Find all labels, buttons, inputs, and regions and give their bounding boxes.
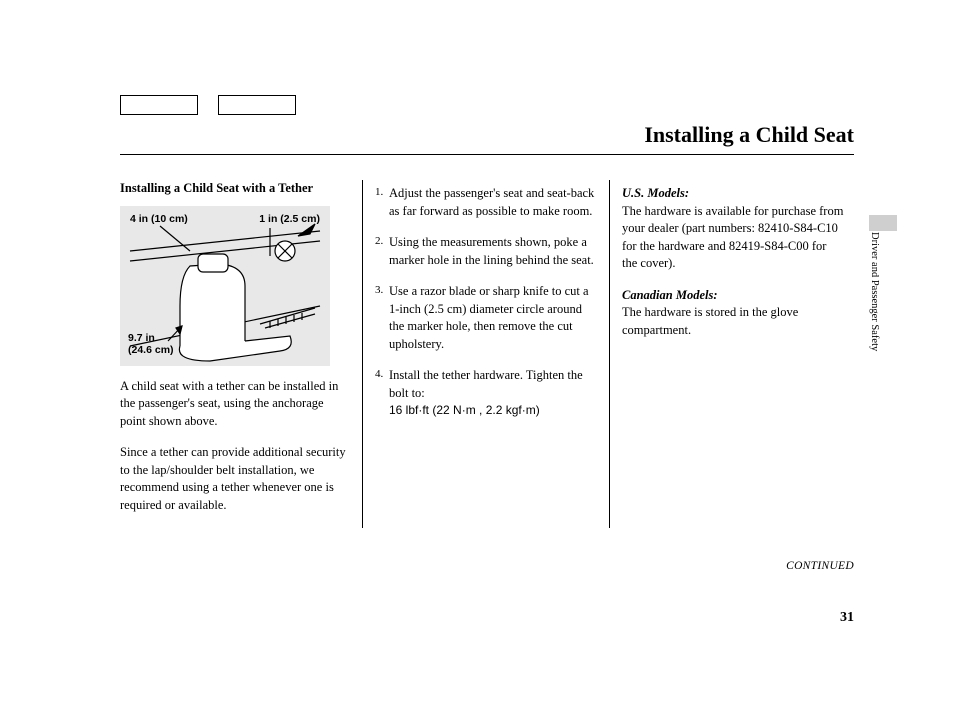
step-2-text: Using the measurements shown, poke a mar…: [389, 235, 594, 267]
step-1-text: Adjust the passenger's seat and seat-bac…: [389, 186, 594, 218]
step-num-4: 4.: [375, 367, 383, 382]
step-4: 4. Install the tether hardware. Tighten t…: [375, 367, 597, 420]
column-2: 1. Adjust the passenger's seat and seat-b…: [362, 180, 597, 528]
step-2: 2. Using the measurements shown, poke a m…: [375, 234, 597, 269]
step-3-text: Use a razor blade or sharp knife to cut …: [389, 284, 589, 351]
canadian-models-block: Canadian Models: The hardware is stored …: [622, 287, 844, 340]
seat-diagram: 4 in (10 cm) 1 in (2.5 cm) 9.7 in (24.6 …: [120, 206, 330, 366]
page-title: Installing a Child Seat: [644, 122, 854, 148]
us-models-head: U.S. Models:: [622, 186, 689, 200]
seat-diagram-svg: [120, 206, 330, 366]
steps-list: 1. Adjust the passenger's seat and seat-b…: [375, 185, 597, 420]
top-box-2: [218, 95, 296, 115]
content-columns: Installing a Child Seat with a Tether 4 …: [120, 180, 844, 528]
continued-label: CONTINUED: [786, 560, 854, 572]
canadian-models-text: The hardware is stored in the glove comp…: [622, 305, 798, 337]
step-1: 1. Adjust the passenger's seat and seat-b…: [375, 185, 597, 220]
us-models-text: The hardware is available for purchase f…: [622, 204, 843, 271]
side-section-label: Driver and Passenger Safety: [869, 232, 880, 351]
canadian-models-head: Canadian Models:: [622, 288, 718, 302]
us-models-block: U.S. Models: The hardware is available f…: [622, 185, 844, 273]
page-number: 31: [840, 610, 854, 626]
step-num-1: 1.: [375, 185, 383, 200]
step-3: 3. Use a razor blade or sharp knife to cu…: [375, 283, 597, 353]
col1-para1: A child seat with a tether can be instal…: [120, 378, 350, 431]
top-box-row: [120, 95, 296, 115]
torque-spec: 16 lbf·ft (22 N·m , 2.2 kgf·m): [389, 403, 540, 417]
title-rule: [120, 154, 854, 155]
manual-page: Installing a Child Seat Installing a Chi…: [0, 0, 954, 710]
column-1: Installing a Child Seat with a Tether 4 …: [120, 180, 350, 528]
step-4-text: Install the tether hardware. Tighten the…: [389, 368, 583, 400]
column-3: U.S. Models: The hardware is available f…: [609, 180, 844, 528]
subheading: Installing a Child Seat with a Tether: [120, 180, 350, 198]
col1-para2: Since a tether can provide additional se…: [120, 444, 350, 514]
side-tab: [869, 215, 897, 231]
step-num-3: 3.: [375, 283, 383, 298]
top-box-1: [120, 95, 198, 115]
step-num-2: 2.: [375, 234, 383, 249]
